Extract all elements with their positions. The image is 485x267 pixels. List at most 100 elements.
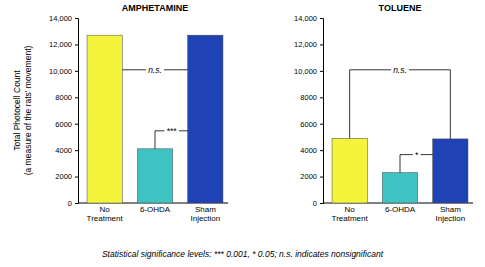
x-axis: NoTreatment 6-OHDA ShamInjection	[323, 203, 473, 223]
tick-label: 6-OHDA	[385, 205, 416, 214]
bar	[188, 35, 223, 203]
tick: 6-OHDA	[385, 203, 416, 214]
tick: ShamInjection	[435, 203, 465, 223]
tick-label-line: Treatment	[332, 214, 369, 223]
tick-mark	[75, 150, 78, 151]
bracket-line	[350, 70, 451, 139]
tick: 6000	[300, 120, 323, 129]
significance-label: n.s.	[393, 65, 407, 75]
tick: 8000	[55, 93, 78, 102]
axis-line	[75, 19, 79, 204]
tick-label: 2000	[55, 172, 72, 181]
tick-mark	[320, 150, 323, 151]
tick: 6000	[55, 120, 78, 129]
bar	[382, 173, 417, 203]
tick: 6-OHDA	[140, 203, 171, 214]
tick: 14,000	[294, 14, 323, 23]
tick-label: 6000	[300, 120, 317, 129]
tick: 4000	[300, 146, 323, 155]
tick: 10,000	[294, 67, 323, 76]
bar	[87, 35, 122, 203]
tick-label: NoTreatment	[332, 205, 369, 223]
tick: 12,000	[294, 40, 323, 49]
tick-mark	[320, 44, 323, 45]
tick-mark	[320, 71, 323, 72]
significance-bracket: n.s.	[350, 65, 451, 139]
bar	[137, 149, 172, 203]
title: AMPHETAMINE	[122, 3, 188, 13]
tick: NoTreatment	[332, 203, 369, 223]
label-background	[164, 126, 179, 136]
tick: 14,000	[49, 14, 78, 23]
label-background	[146, 65, 164, 75]
tick-label: 10,000	[294, 67, 317, 76]
bars	[87, 35, 223, 203]
tick-label-line: Treatment	[87, 214, 124, 223]
bar	[433, 139, 468, 203]
significance-label: ***	[166, 126, 177, 136]
tick-label: 12,000	[49, 40, 72, 49]
significance-label: *	[415, 150, 419, 160]
tick-label: 6000	[55, 120, 72, 129]
tick-label-line: No	[100, 205, 111, 214]
tick: NoTreatment	[87, 203, 124, 223]
y-axis-label: Total Photocell Count	[12, 70, 22, 151]
tick-mark	[320, 177, 323, 178]
panel: 0 2000 4000 6000 8000 10,000 12,000 14,000 NoTre…	[12, 3, 228, 223]
significance-label: n.s.	[148, 65, 162, 75]
tick-label-line: 6-OHDA	[140, 205, 171, 214]
title: TOLUENE	[379, 3, 422, 13]
panel: 0 2000 4000 6000 8000 10,000 12,000 14,000 NoTre…	[294, 3, 473, 223]
tick-label: ShamInjection	[190, 205, 220, 223]
axis-line	[320, 19, 324, 204]
significance-bracket: n.s.	[122, 65, 187, 75]
y-axis: 0 2000 4000 6000 8000 10,000 12,000 14,000	[49, 14, 78, 208]
tick: 2000	[55, 172, 78, 181]
bars	[332, 138, 468, 203]
tick-mark	[320, 18, 323, 19]
tick-mark	[75, 124, 78, 125]
tick-label: 4000	[55, 146, 72, 155]
tick-label: 2000	[300, 172, 317, 181]
y-axis-label: (a measure of the rats' movement)	[23, 46, 33, 176]
tick-mark	[75, 18, 78, 19]
tick-mark	[320, 203, 323, 204]
tick-label: 4000	[300, 146, 317, 155]
bar	[332, 138, 367, 203]
tick-label-line: Sham	[440, 205, 461, 214]
tick-label: 8000	[300, 93, 317, 102]
tick-mark	[75, 203, 78, 204]
tick-label: 10,000	[49, 67, 72, 76]
significance-bracket: *	[400, 150, 433, 173]
tick: 10,000	[49, 67, 78, 76]
tick-label-line: Injection	[435, 214, 465, 223]
tick: 4000	[55, 146, 78, 155]
label-background	[413, 150, 421, 160]
tick-label: 6-OHDA	[140, 205, 171, 214]
tick-mark	[320, 124, 323, 125]
tick-label: NoTreatment	[87, 205, 124, 223]
x-axis: NoTreatment 6-OHDA ShamInjection	[78, 203, 228, 223]
tick-label-line: Injection	[190, 214, 220, 223]
tick-label: 14,000	[294, 14, 317, 23]
caption: Statistical significance levels: *** 0.0…	[102, 249, 384, 259]
tick: 2000	[300, 172, 323, 181]
tick: ShamInjection	[190, 203, 220, 223]
significance-bracket: ***	[155, 126, 188, 149]
label-background	[391, 65, 409, 75]
tick-mark	[75, 177, 78, 178]
tick-label: 0	[313, 199, 317, 208]
tick: 0	[313, 199, 323, 208]
tick-label: 14,000	[49, 14, 72, 23]
tick: 0	[68, 199, 78, 208]
figure: 0200040006000800010,00012,00014,000NoTre…	[0, 0, 485, 267]
tick-mark	[75, 44, 78, 45]
tick-label: 12,000	[294, 40, 317, 49]
tick-label-line: 6-OHDA	[385, 205, 416, 214]
tick-mark	[75, 97, 78, 98]
tick: 12,000	[49, 40, 78, 49]
tick: 8000	[300, 93, 323, 102]
tick-label-line: Sham	[195, 205, 216, 214]
tick-label: 0	[68, 199, 72, 208]
tick-mark	[320, 97, 323, 98]
